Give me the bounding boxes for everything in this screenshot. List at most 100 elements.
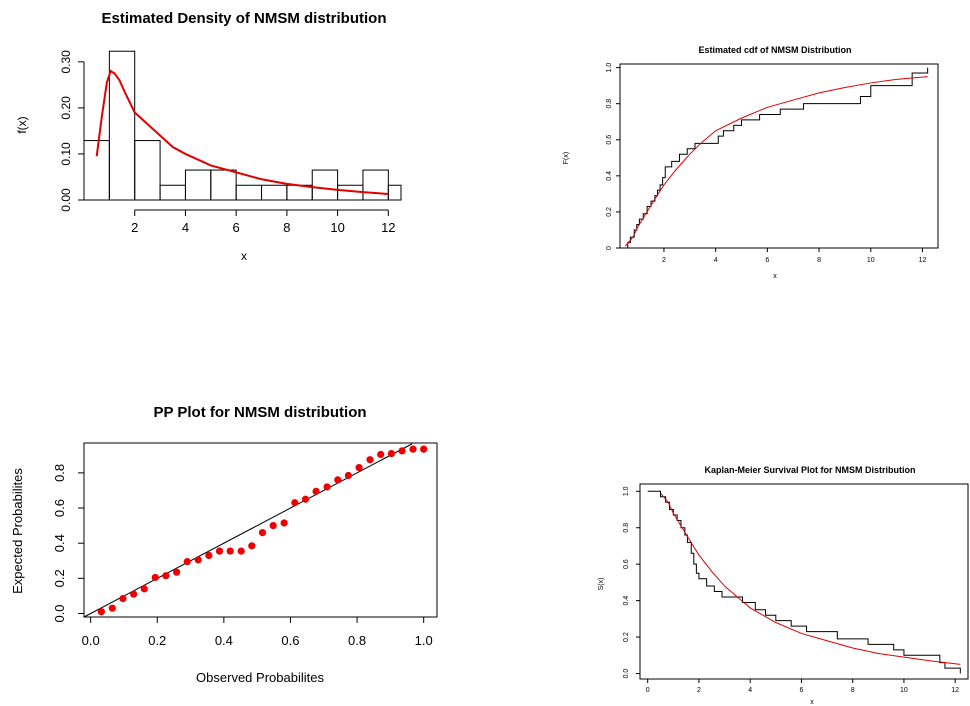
density-panel: Estimated Density of NMSM distribution x… — [15, 10, 402, 263]
km-title: Kaplan-Meier Survival Plot for NMSM Dist… — [704, 465, 915, 475]
pp-point — [269, 522, 277, 530]
cdf-panel: Estimated cdf of NMSM Distribution x F(x… — [563, 45, 939, 280]
pp-point — [280, 519, 288, 527]
pp-point — [183, 558, 191, 566]
density-x-tick-label: 6 — [233, 220, 240, 235]
km-y-tick-label: 1.0 — [623, 486, 630, 496]
histogram-bar — [387, 184, 402, 201]
cdf-ylabel: F(x) — [563, 152, 570, 164]
km-x-tick-label: 0 — [646, 687, 650, 694]
pp-point — [323, 483, 331, 491]
cdf-y-tick-label: 0.4 — [606, 171, 613, 181]
pp-point — [312, 487, 320, 495]
pp-point — [237, 547, 245, 555]
histogram-bar — [261, 184, 288, 201]
km-y-tick-label: 0.6 — [623, 559, 630, 569]
pp-xlabel: Observed Probabilites — [196, 670, 324, 685]
cdf-x-tick-label: 10 — [867, 257, 875, 264]
pp-y-tick-label: 0.8 — [52, 464, 67, 482]
pp-point — [344, 471, 353, 480]
histogram-bar — [184, 169, 212, 201]
km-x-tick-label: 2 — [697, 687, 701, 694]
km-x-tick-label: 6 — [799, 687, 803, 694]
pp-x-tick-label: 0.8 — [348, 633, 366, 648]
pp-panel: PP Plot for NMSM distribution Observed P… — [10, 404, 438, 685]
density-y-tick-label: 0.00 — [59, 188, 73, 212]
km-x-tick-label: 4 — [748, 687, 752, 694]
cdf-x-tick-label: 12 — [919, 257, 927, 264]
cdf-xlabel: x — [773, 273, 777, 280]
density-x-tick-label: 8 — [283, 220, 290, 235]
pp-x-tick-label: 0.6 — [281, 633, 299, 648]
cdf-y-tick-label: 1.0 — [606, 63, 613, 73]
pp-point — [119, 594, 127, 603]
km-survival-step — [647, 490, 961, 674]
km-ylabel: S(x) — [598, 578, 605, 591]
fitted-cdf-curve — [624, 76, 928, 247]
km-x-tick-label: 10 — [900, 687, 908, 694]
cdf-x-tick-label: 2 — [662, 257, 666, 264]
cdf-y-tick-label: 0 — [606, 246, 613, 250]
cdf-y-tick-label: 0.2 — [606, 207, 613, 217]
histogram-bar — [134, 140, 161, 201]
pp-point — [409, 445, 417, 453]
pp-point — [205, 551, 213, 560]
histogram-bar — [210, 169, 237, 201]
km-panel: Kaplan-Meier Survival Plot for NMSM Dist… — [598, 465, 969, 706]
pp-y-tick-label: 0.6 — [52, 499, 67, 517]
histogram-bar — [311, 169, 339, 201]
cdf-title: Estimated cdf of NMSM Distribution — [699, 45, 852, 55]
pp-point — [377, 450, 385, 459]
km-y-tick-label: 0.2 — [623, 632, 630, 642]
histogram-bar — [362, 169, 389, 201]
pp-point — [215, 547, 224, 555]
pp-point — [355, 464, 363, 472]
pp-y-tick-label: 0.2 — [52, 569, 67, 587]
pp-title: PP Plot for NMSM distribution — [153, 404, 366, 421]
fitted-survival-curve — [660, 492, 961, 665]
km-y-tick-label: 0.8 — [623, 523, 630, 533]
pp-x-tick-label: 0.2 — [148, 633, 166, 648]
cdf-x-tick-label: 8 — [817, 257, 821, 264]
density-ylabel: f(x) — [15, 116, 29, 133]
pp-point — [226, 547, 234, 555]
pp-point — [398, 447, 406, 455]
km-y-tick-label: 0.0 — [623, 669, 630, 679]
density-y-tick-label: 0.10 — [59, 142, 73, 166]
cdf-plot-frame — [619, 63, 939, 249]
pp-point — [172, 568, 181, 576]
pp-point — [130, 590, 138, 598]
pp-point — [334, 476, 342, 484]
density-x-tick-label: 4 — [182, 220, 189, 235]
pp-point — [194, 556, 202, 564]
pp-point — [291, 499, 299, 507]
histogram-bar — [108, 50, 136, 201]
density-xlabel: x — [241, 249, 247, 263]
pp-ylabel: Expected Probabilites — [10, 468, 25, 594]
cdf-x-tick-label: 6 — [765, 257, 769, 264]
density-x-tick-label: 2 — [131, 220, 138, 235]
density-curve — [95, 69, 389, 196]
pp-point — [420, 445, 428, 453]
km-y-tick-label: 0.4 — [623, 596, 630, 606]
pp-point — [140, 585, 148, 593]
density-x-tick-label: 12 — [381, 220, 395, 235]
pp-point — [151, 573, 159, 582]
pp-point — [162, 572, 170, 580]
pp-point — [301, 495, 310, 503]
pp-point — [248, 542, 256, 550]
pp-y-tick-label: 0.0 — [52, 604, 67, 622]
histogram-bar — [235, 184, 263, 201]
cdf-y-tick-label: 0.6 — [606, 135, 613, 145]
pp-point — [258, 529, 267, 537]
pp-x-tick-label: 1.0 — [415, 633, 433, 648]
pp-plot-frame — [83, 442, 438, 618]
pp-x-tick-label: 0.4 — [215, 633, 233, 648]
density-title: Estimated Density of NMSM distribution — [101, 10, 386, 27]
km-x-tick-label: 8 — [851, 687, 855, 694]
pp-x-tick-label: 0.0 — [82, 633, 100, 648]
km-x-tick-label: 12 — [951, 687, 959, 694]
cdf-y-tick-label: 0.8 — [606, 99, 613, 109]
pp-point — [108, 604, 116, 612]
